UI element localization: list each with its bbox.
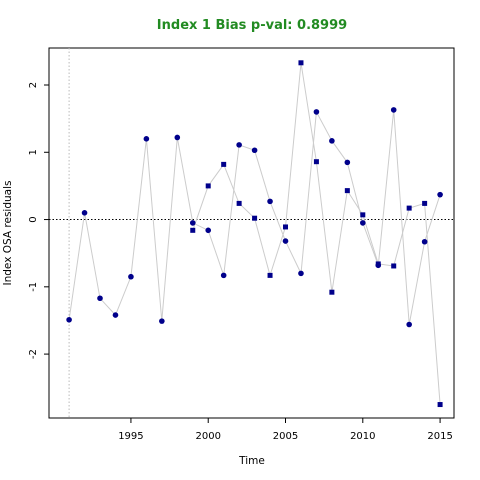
data-point-circle [421,238,428,245]
data-point-square [344,188,350,194]
data-point-circle [390,107,397,113]
data-point-circle [220,272,227,279]
chart-title: Index 1 Bias p-val: 0.8999 [157,18,347,33]
data-point-circle [174,134,181,141]
data-point-square [267,272,273,278]
plot-border [48,47,455,419]
data-point-circle [251,147,258,154]
data-point-square [391,263,397,269]
data-point-circle [112,312,119,318]
data-point-square [205,183,211,189]
series-lines [68,62,441,405]
y-tick-label: -2 [28,349,39,359]
data-point-circle [406,321,412,328]
data-point-square [375,261,381,267]
data-point-circle [143,136,150,142]
data-point-square [313,159,319,165]
data-point-circle [236,142,242,148]
y-tick-label: -1 [28,282,39,292]
x-tick-label: 2015 [427,431,452,442]
x-tick-label: 2000 [195,431,220,442]
x-tick-label: 2005 [273,431,298,442]
data-markers [66,60,443,408]
data-point-circle [437,191,443,198]
data-point-circle [205,227,212,234]
reference-lines [49,48,454,418]
data-point-square [422,200,428,206]
data-point-circle [128,273,134,280]
data-point-circle [81,210,88,216]
data-point-square [360,212,366,218]
y-tick-label: 0 [28,216,39,222]
data-point-circle [359,220,366,226]
y-tick-label: 2 [28,82,39,88]
data-point-circle [344,159,351,166]
data-point-circle [66,316,72,323]
data-point-circle [267,198,273,205]
data-point-circle [97,295,103,302]
x-axis: 1995 2000 2005 2010 2015 [118,418,453,442]
data-point-circle [159,318,165,324]
x-tick-label: 1995 [118,431,143,442]
x-tick-label: 2010 [350,431,375,442]
data-point-square [283,224,289,230]
data-point-circle [329,138,335,144]
data-point-square [298,60,304,66]
data-point-square [190,227,196,233]
y-axis: -2 -1 0 1 2 [28,82,49,359]
data-point-square [221,161,227,167]
data-point-circle [313,109,320,115]
plot-area [48,47,455,419]
x-axis-label: Time [238,455,265,467]
data-point-square [329,289,335,295]
data-point-circle [298,270,304,277]
data-point-square [437,402,443,408]
data-point-square [236,200,242,206]
data-point-circle [189,220,196,226]
data-point-circle [282,238,289,244]
data-point-square [252,215,258,221]
y-tick-label: 1 [28,149,39,155]
y-axis-label: Index OSA residuals [2,181,14,286]
data-point-square [406,205,412,211]
